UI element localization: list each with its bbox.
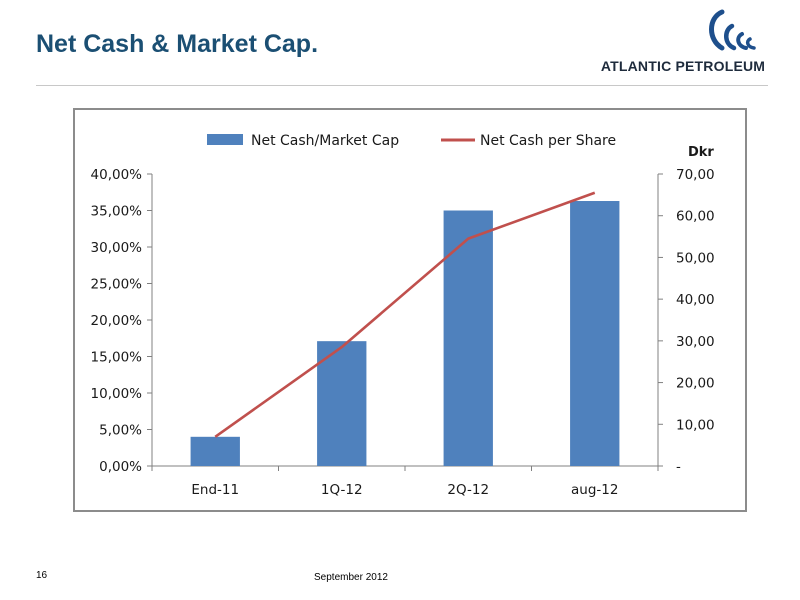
left-axis-tick-label: 0,00%: [99, 459, 142, 475]
x-axis-tick-label: End-11: [191, 482, 239, 498]
legend-label-net-cash-market-cap: Net Cash/Market Cap: [251, 133, 399, 149]
left-axis-tick-label: 30,00%: [91, 240, 143, 256]
right-axis-tick-label: 50,00: [676, 250, 715, 266]
x-axis-tick-label: 1Q-12: [321, 482, 363, 498]
left-axis-tick-label: 15,00%: [91, 350, 143, 366]
bar-net-cash-market-cap: [443, 210, 493, 466]
right-axis-tick-label: 70,00: [676, 167, 715, 183]
right-axis-tick-label: 30,00: [676, 334, 715, 350]
slide-title: Net Cash & Market Cap.: [36, 30, 319, 58]
left-axis-tick-label: 10,00%: [91, 386, 143, 402]
title-divider: [36, 85, 768, 86]
page-number: 16: [36, 570, 48, 581]
right-axis-tick-label: 40,00: [676, 292, 715, 308]
logo-wordmark: ATLANTIC PETROLEUM: [600, 58, 766, 74]
wave-swirl-icon: [709, 9, 756, 51]
left-axis-tick-label: 20,00%: [91, 313, 143, 329]
bar-net-cash-market-cap: [190, 436, 240, 466]
legend-label-net-cash-per-share: Net Cash per Share: [480, 133, 616, 149]
bar-net-cash-market-cap: [570, 201, 620, 466]
right-axis-tick-label: 10,00: [676, 417, 715, 433]
right-axis-tick-label: 20,00: [676, 376, 715, 392]
left-axis-tick-label: 35,00%: [91, 204, 143, 220]
chart-svg: 0,00% 5,00% 10,00% 15,00% 20,00% 25,00% 30,00%…: [91, 133, 715, 498]
left-axis-tick-label: 40,00%: [91, 167, 143, 183]
x-axis-tick-label: 2Q-12: [447, 482, 489, 498]
right-axis-tick-label: -: [676, 459, 681, 475]
chart-container: 0,00% 5,00% 10,00% 15,00% 20,00% 25,00% 30,00%…: [73, 108, 747, 512]
x-axis-tick-label: aug-12: [571, 482, 618, 498]
left-axis-tick-label: 5,00%: [99, 423, 142, 439]
company-logo: ATLANTIC PETROLEUM: [590, 8, 776, 78]
left-axis-tick-label: 25,00%: [91, 277, 143, 293]
line-net-cash-per-share: [214, 191, 596, 438]
legend-swatch-net-cash-market-cap: [207, 134, 243, 145]
bar-net-cash-market-cap: [317, 341, 367, 466]
right-axis-label: Dkr: [688, 145, 714, 160]
footer-date: September 2012: [314, 572, 388, 583]
right-axis-tick-label: 60,00: [676, 209, 715, 225]
